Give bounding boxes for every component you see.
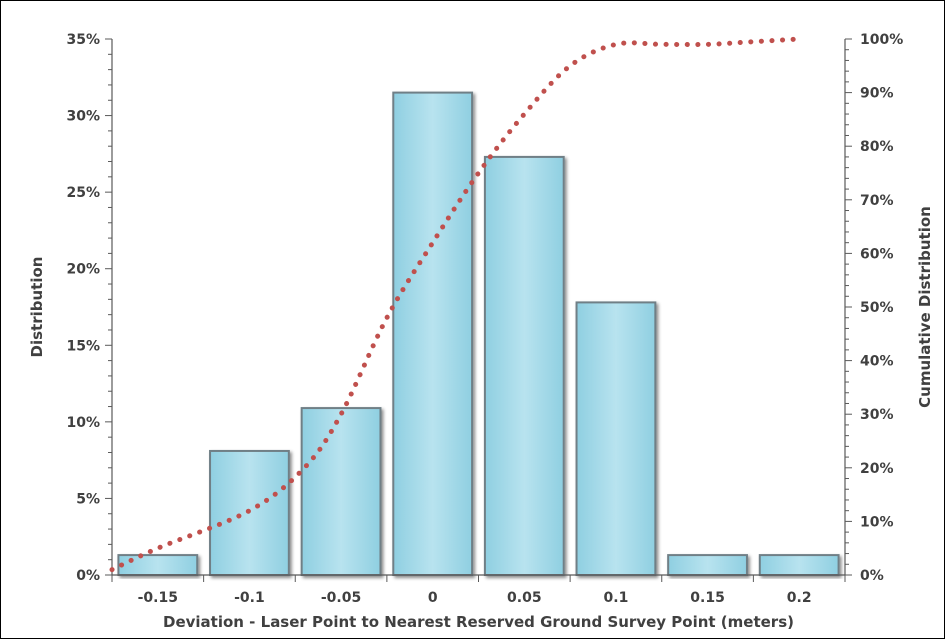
bar — [483, 155, 565, 576]
x-tick-label: 0.05 — [507, 590, 542, 606]
x-tick-label: 0.15 — [690, 590, 725, 606]
y-tick-label: 20% — [66, 262, 100, 278]
x-tick-label: -0.05 — [321, 590, 361, 606]
bar — [667, 554, 748, 577]
y-tick-label: 10% — [66, 415, 100, 431]
y2-tick-label: 50% — [860, 300, 894, 316]
bar — [758, 554, 840, 577]
y-tick-label: 0% — [76, 568, 100, 584]
x-tick-label: 0 — [428, 590, 438, 606]
y2-tick-label: 40% — [860, 354, 894, 370]
y-tick-label: 35% — [66, 32, 100, 48]
y2-tick-label: 10% — [860, 514, 894, 530]
y2-tick-label: 70% — [860, 193, 894, 209]
x-axis-title: Deviation - Laser Point to Nearest Reser… — [163, 613, 794, 631]
bar — [392, 91, 474, 576]
y-tick-label: 30% — [66, 109, 100, 125]
bars-layer — [117, 91, 840, 577]
y-tick-label: 15% — [66, 338, 100, 354]
cumulative-line-layer — [109, 36, 802, 573]
axes-layer — [105, 38, 852, 582]
x-tick-label: 0.2 — [787, 590, 812, 606]
y2-tick-label: 20% — [860, 461, 894, 477]
y-tick-label: 25% — [66, 185, 100, 201]
cumulative-distribution-line — [109, 36, 802, 573]
x-tick-label: 0.1 — [604, 590, 629, 606]
x-tick-label: -0.15 — [138, 590, 178, 606]
x-tick-label: -0.1 — [234, 590, 265, 606]
bar — [300, 407, 382, 576]
y2-axis-title: Cumulative Distribution — [916, 206, 934, 408]
y-axis-title: Distribution — [28, 257, 46, 358]
labels-layer: 0% 5% 10% 15% 20% 25% 30% 35% 0% 10% 20% 30% 40% 50% 6… — [28, 32, 934, 631]
bar — [575, 301, 657, 576]
y2-tick-label: 0% — [860, 568, 884, 584]
y2-tick-label: 90% — [860, 86, 894, 102]
y2-tick-label: 60% — [860, 246, 894, 262]
y2-tick-label: 80% — [860, 139, 894, 155]
y-tick-label: 5% — [76, 491, 100, 507]
y2-tick-label: 30% — [860, 407, 894, 423]
y2-tick-label: 100% — [860, 32, 903, 48]
